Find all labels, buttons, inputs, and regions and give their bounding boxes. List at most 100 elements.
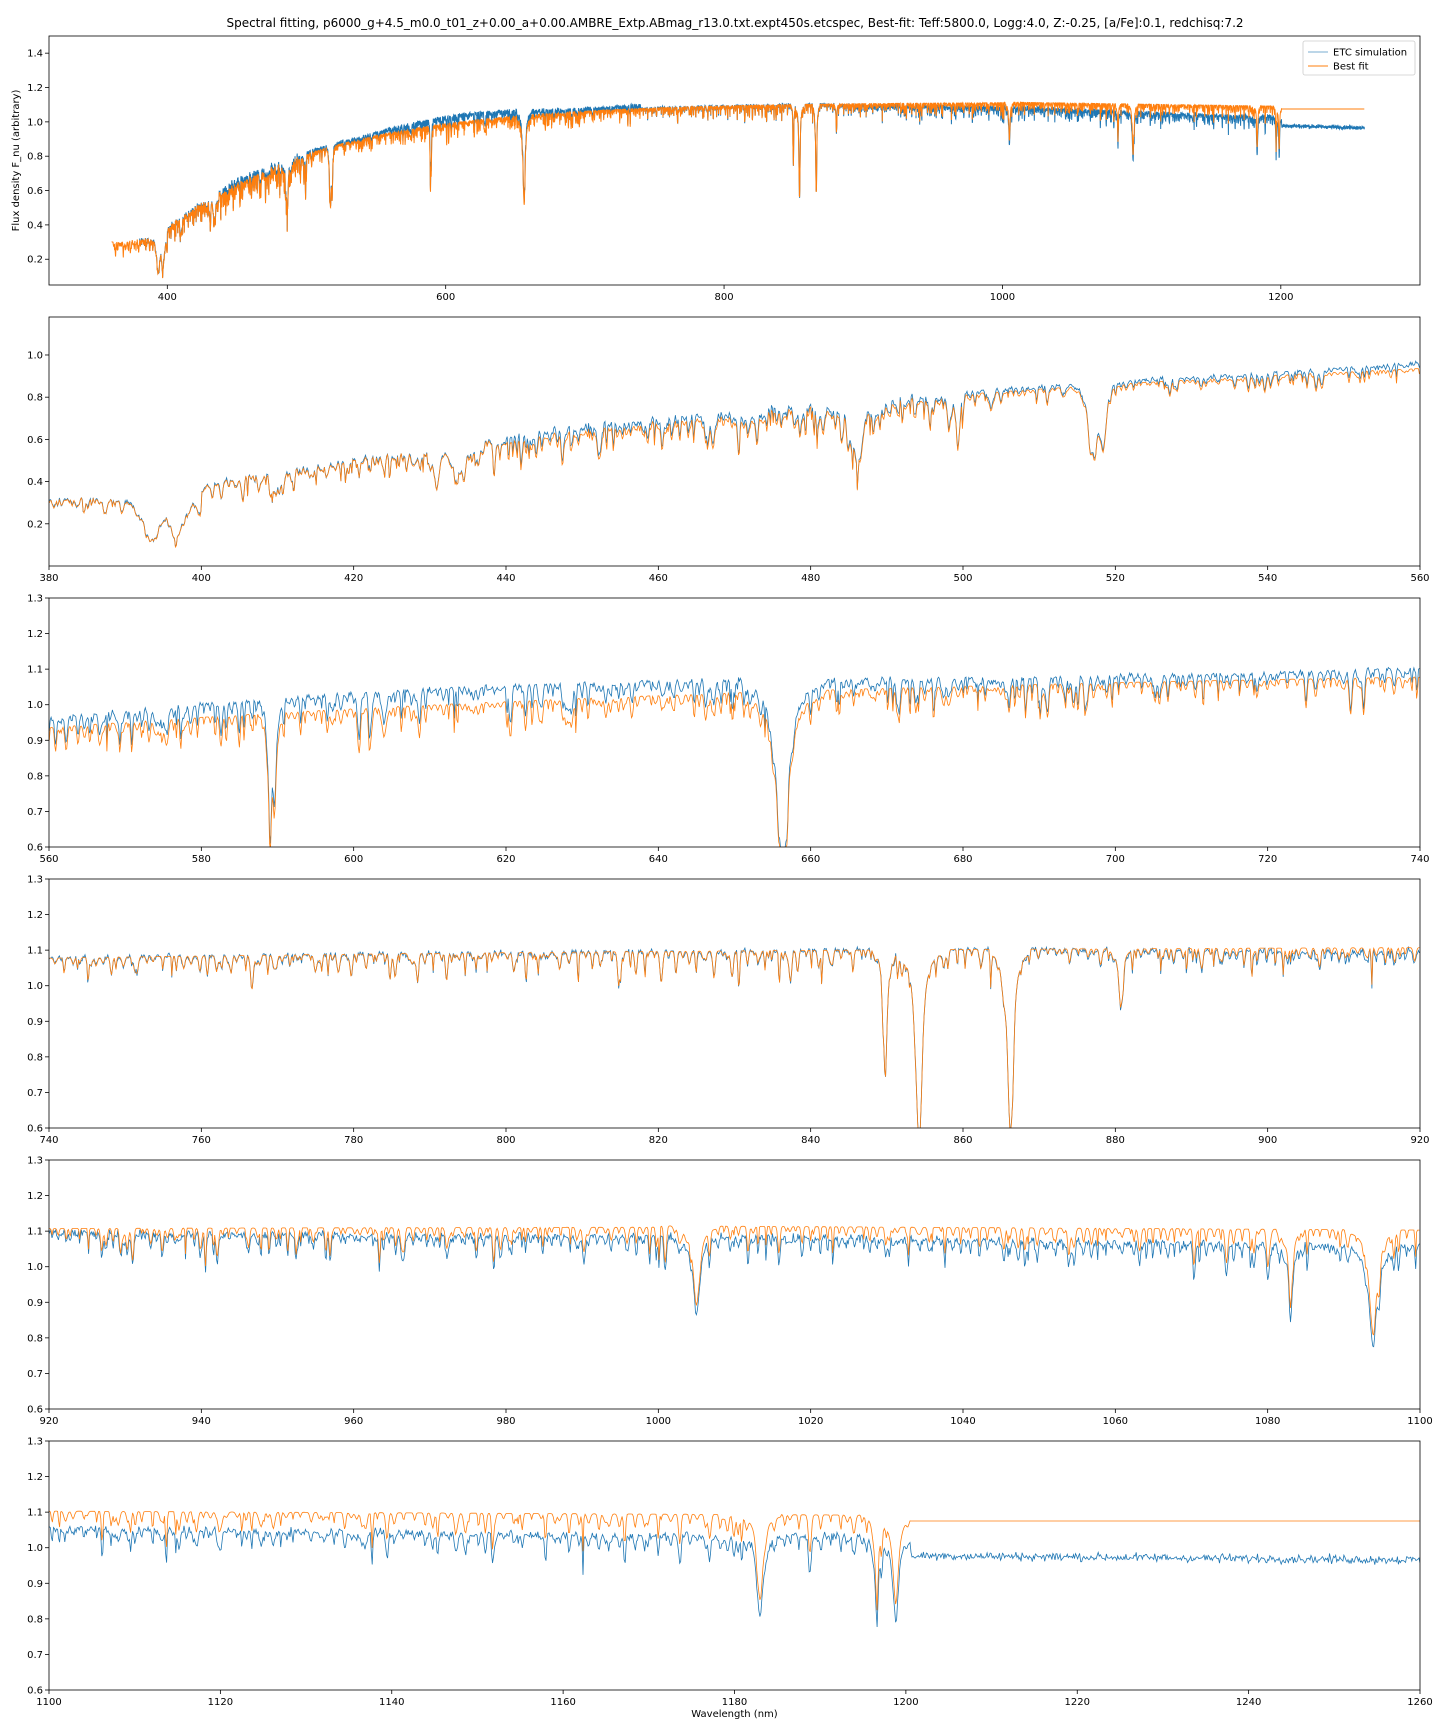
x-tick-label: 1100 bbox=[1407, 1416, 1432, 1427]
x-tick-label: 600 bbox=[436, 292, 455, 303]
x-tick-label: 1060 bbox=[1103, 1416, 1128, 1427]
x-tick-label: 1180 bbox=[722, 1697, 747, 1708]
panel-1: 400 600 800 1000 1200 0.2 0.4 0.6 0.8 1.0 1.2 1.4 Fl… bbox=[11, 35, 1421, 303]
series-etc-simulation bbox=[49, 360, 1420, 548]
series-best-fit bbox=[49, 368, 1420, 549]
panel-2: 380 400 420 440 460 480 500 520 540 560 0.2 0.4 0.6 0… bbox=[27, 316, 1430, 584]
panel-1-series bbox=[111, 100, 1365, 279]
x-tick-label: 380 bbox=[39, 573, 58, 584]
y-tick-label: 0.4 bbox=[27, 220, 43, 231]
x-tick-label: 1080 bbox=[1255, 1416, 1280, 1427]
x-tick-label: 780 bbox=[344, 1135, 363, 1146]
x-axis-label: Wavelength (nm) bbox=[691, 1709, 777, 1720]
panel-6: 1100 1120 1140 1160 1180 1200 1220 1240 1260 0.6 0… bbox=[27, 1437, 1433, 1721]
x-tick-label: 900 bbox=[1258, 1135, 1277, 1146]
y-tick-label: 1.0 bbox=[27, 981, 43, 992]
y-tick-label: 0.8 bbox=[27, 152, 43, 163]
x-tick-label: 640 bbox=[649, 854, 668, 865]
y-tick-label: 0.9 bbox=[27, 1298, 43, 1309]
y-tick-label: 0.9 bbox=[27, 1017, 43, 1028]
x-tick-label: 920 bbox=[39, 1416, 58, 1427]
x-tick-label: 820 bbox=[649, 1135, 668, 1146]
series-best-fit bbox=[49, 676, 1420, 847]
y-tick-label: 1.3 bbox=[27, 594, 43, 605]
axes-frame bbox=[48, 597, 1421, 848]
legend: ETC simulation Best fit bbox=[1302, 40, 1416, 76]
x-tick-label: 400 bbox=[158, 292, 177, 303]
x-tick-label: 1000 bbox=[646, 1416, 671, 1427]
y-tick-label: 1.2 bbox=[27, 629, 43, 640]
legend-entry: ETC simulation bbox=[1333, 48, 1407, 59]
x-tick-label: 860 bbox=[953, 1135, 972, 1146]
y-tick-label: 1.0 bbox=[27, 117, 43, 128]
x-tick-label: 880 bbox=[1106, 1135, 1125, 1146]
series-best-fit bbox=[49, 946, 1420, 1128]
y-tick-label: 1.3 bbox=[27, 1156, 43, 1167]
y-tick-label: 1.3 bbox=[27, 875, 43, 886]
y-tick-label: 0.7 bbox=[27, 1369, 43, 1380]
y-tick-label: 1.1 bbox=[27, 665, 43, 676]
legend-entry: Best fit bbox=[1333, 62, 1369, 73]
x-tick-label: 440 bbox=[496, 573, 515, 584]
x-tick-label: 1040 bbox=[950, 1416, 975, 1427]
y-tick-label: 1.2 bbox=[27, 83, 43, 94]
x-tick-label: 620 bbox=[496, 854, 515, 865]
figure-title: Spectral fitting, p6000_g+4.5_m0.0_t01_z… bbox=[226, 16, 1243, 30]
y-tick-label: 1.2 bbox=[27, 1191, 43, 1202]
y-tick-label: 1.3 bbox=[27, 1437, 43, 1448]
x-tick-label: 740 bbox=[39, 1135, 58, 1146]
panel-2-series bbox=[49, 360, 1420, 549]
series-etc-simulation bbox=[49, 945, 1420, 1128]
panel-3: 560 580 600 620 640 660 680 700 720 740 0.6 0.7 0.8 0… bbox=[27, 594, 1429, 866]
y-tick-label: 0.7 bbox=[27, 1088, 43, 1099]
panel-6-series bbox=[49, 1510, 1420, 1628]
y-tick-label: 1.0 bbox=[27, 350, 43, 361]
y-tick-label: 1.4 bbox=[27, 49, 43, 60]
y-tick-label: 0.9 bbox=[27, 1579, 43, 1590]
series-etc-simulation bbox=[49, 1228, 1420, 1348]
panel-5-series bbox=[49, 1225, 1420, 1348]
x-tick-label: 660 bbox=[801, 854, 820, 865]
y-tick-label: 1.0 bbox=[27, 1543, 43, 1554]
y-tick-label: 0.6 bbox=[27, 843, 43, 854]
legend-box bbox=[1302, 40, 1416, 76]
y-tick-label: 1.2 bbox=[27, 910, 43, 921]
y-tick-label: 0.6 bbox=[27, 1124, 43, 1135]
x-tick-label: 700 bbox=[1106, 854, 1125, 865]
series-etc-simulation bbox=[49, 666, 1420, 847]
x-tick-label: 1020 bbox=[798, 1416, 823, 1427]
y-tick-label: 1.2 bbox=[27, 1472, 43, 1483]
series-best-fit bbox=[111, 100, 1365, 279]
x-tick-label: 560 bbox=[39, 854, 58, 865]
y-tick-label: 0.8 bbox=[27, 393, 43, 404]
panel-4: 740 760 780 800 820 840 860 880 900 920 0.6 0.7 0.8 0… bbox=[27, 875, 1429, 1147]
x-tick-label: 1100 bbox=[36, 1697, 61, 1708]
y-tick-label: 0.6 bbox=[27, 1686, 43, 1697]
x-tick-label: 760 bbox=[192, 1135, 211, 1146]
series-best-fit bbox=[49, 1510, 1420, 1611]
y-tick-label: 0.2 bbox=[27, 255, 43, 266]
x-tick-label: 1000 bbox=[990, 292, 1015, 303]
x-tick-label: 460 bbox=[649, 573, 668, 584]
x-tick-label: 1200 bbox=[1268, 292, 1293, 303]
y-tick-label: 1.1 bbox=[27, 1508, 43, 1519]
series-best-fit bbox=[49, 1225, 1420, 1336]
x-tick-label: 560 bbox=[1410, 573, 1429, 584]
axes-frame bbox=[48, 1440, 1421, 1691]
panel-4-series bbox=[49, 945, 1420, 1128]
axes-frame bbox=[48, 878, 1421, 1129]
y-tick-label: 0.9 bbox=[27, 736, 43, 747]
x-tick-label: 960 bbox=[344, 1416, 363, 1427]
x-tick-label: 1120 bbox=[208, 1697, 233, 1708]
axes-frame bbox=[48, 316, 1421, 567]
series-etc-simulation bbox=[139, 102, 1365, 278]
x-tick-label: 580 bbox=[192, 854, 211, 865]
y-axis-label: Flux density F_nu (arbitrary) bbox=[11, 90, 22, 232]
y-tick-label: 0.6 bbox=[27, 1405, 43, 1416]
panel-3-series bbox=[49, 666, 1420, 847]
y-tick-label: 1.1 bbox=[27, 1227, 43, 1238]
x-tick-label: 1220 bbox=[1065, 1697, 1090, 1708]
x-tick-label: 1260 bbox=[1407, 1697, 1432, 1708]
y-tick-label: 0.4 bbox=[27, 477, 43, 488]
y-tick-label: 0.8 bbox=[27, 771, 43, 782]
